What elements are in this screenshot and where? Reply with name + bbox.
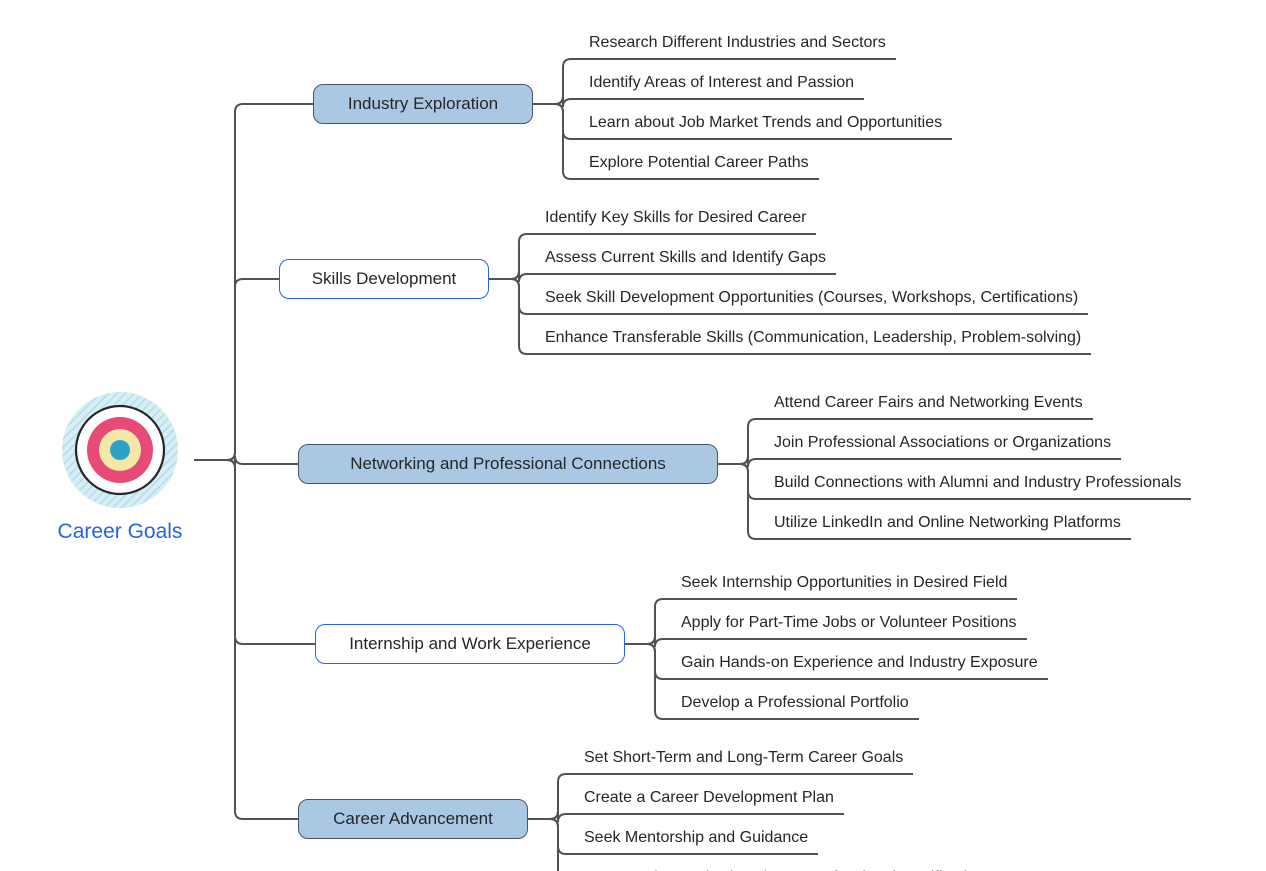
branch-node[interactable]: Networking and Professional Connections: [298, 444, 718, 484]
leaf-node[interactable]: Build Connections with Alumni and Indust…: [768, 468, 1191, 500]
leaf-node[interactable]: Identify Key Skills for Desired Career: [539, 203, 816, 235]
branch-node[interactable]: Industry Exploration: [313, 84, 533, 124]
leaf-node[interactable]: Utilize LinkedIn and Online Networking P…: [768, 508, 1131, 540]
leaf-node[interactable]: Seek Internship Opportunities in Desired…: [675, 568, 1017, 600]
leaf-node[interactable]: Learn about Job Market Trends and Opport…: [583, 108, 952, 140]
leaf-node[interactable]: Seek Mentorship and Guidance: [578, 823, 818, 855]
leaf-node[interactable]: Set Short-Term and Long-Term Career Goal…: [578, 743, 913, 775]
leaf-node[interactable]: Gain Hands-on Experience and Industry Ex…: [675, 648, 1048, 680]
branch-node[interactable]: Skills Development: [279, 259, 489, 299]
leaf-node[interactable]: Assess Current Skills and Identify Gaps: [539, 243, 836, 275]
leaf-node[interactable]: Apply for Part-Time Jobs or Volunteer Po…: [675, 608, 1027, 640]
leaf-node[interactable]: Seek Skill Development Opportunities (Co…: [539, 283, 1088, 315]
mindmap-canvas: Career Goals Industry Exploration Researc…: [0, 0, 1266, 871]
leaf-node[interactable]: Explore Potential Career Paths: [583, 148, 819, 180]
leaf-node[interactable]: Research Different Industries and Sector…: [583, 28, 896, 60]
leaf-node[interactable]: Pursue Advanced Education or Professiona…: [578, 863, 1003, 871]
leaf-node[interactable]: Develop a Professional Portfolio: [675, 688, 919, 720]
branch-node[interactable]: Career Advancement: [298, 799, 528, 839]
root-target-icon: [60, 390, 180, 510]
leaf-node[interactable]: Enhance Transferable Skills (Communicati…: [539, 323, 1091, 355]
leaf-node[interactable]: Create a Career Development Plan: [578, 783, 844, 815]
leaf-node[interactable]: Join Professional Associations or Organi…: [768, 428, 1121, 460]
branch-node[interactable]: Internship and Work Experience: [315, 624, 625, 664]
leaf-node[interactable]: Identify Areas of Interest and Passion: [583, 68, 864, 100]
leaf-node[interactable]: Attend Career Fairs and Networking Event…: [768, 388, 1093, 420]
root-label: Career Goals: [50, 520, 190, 544]
